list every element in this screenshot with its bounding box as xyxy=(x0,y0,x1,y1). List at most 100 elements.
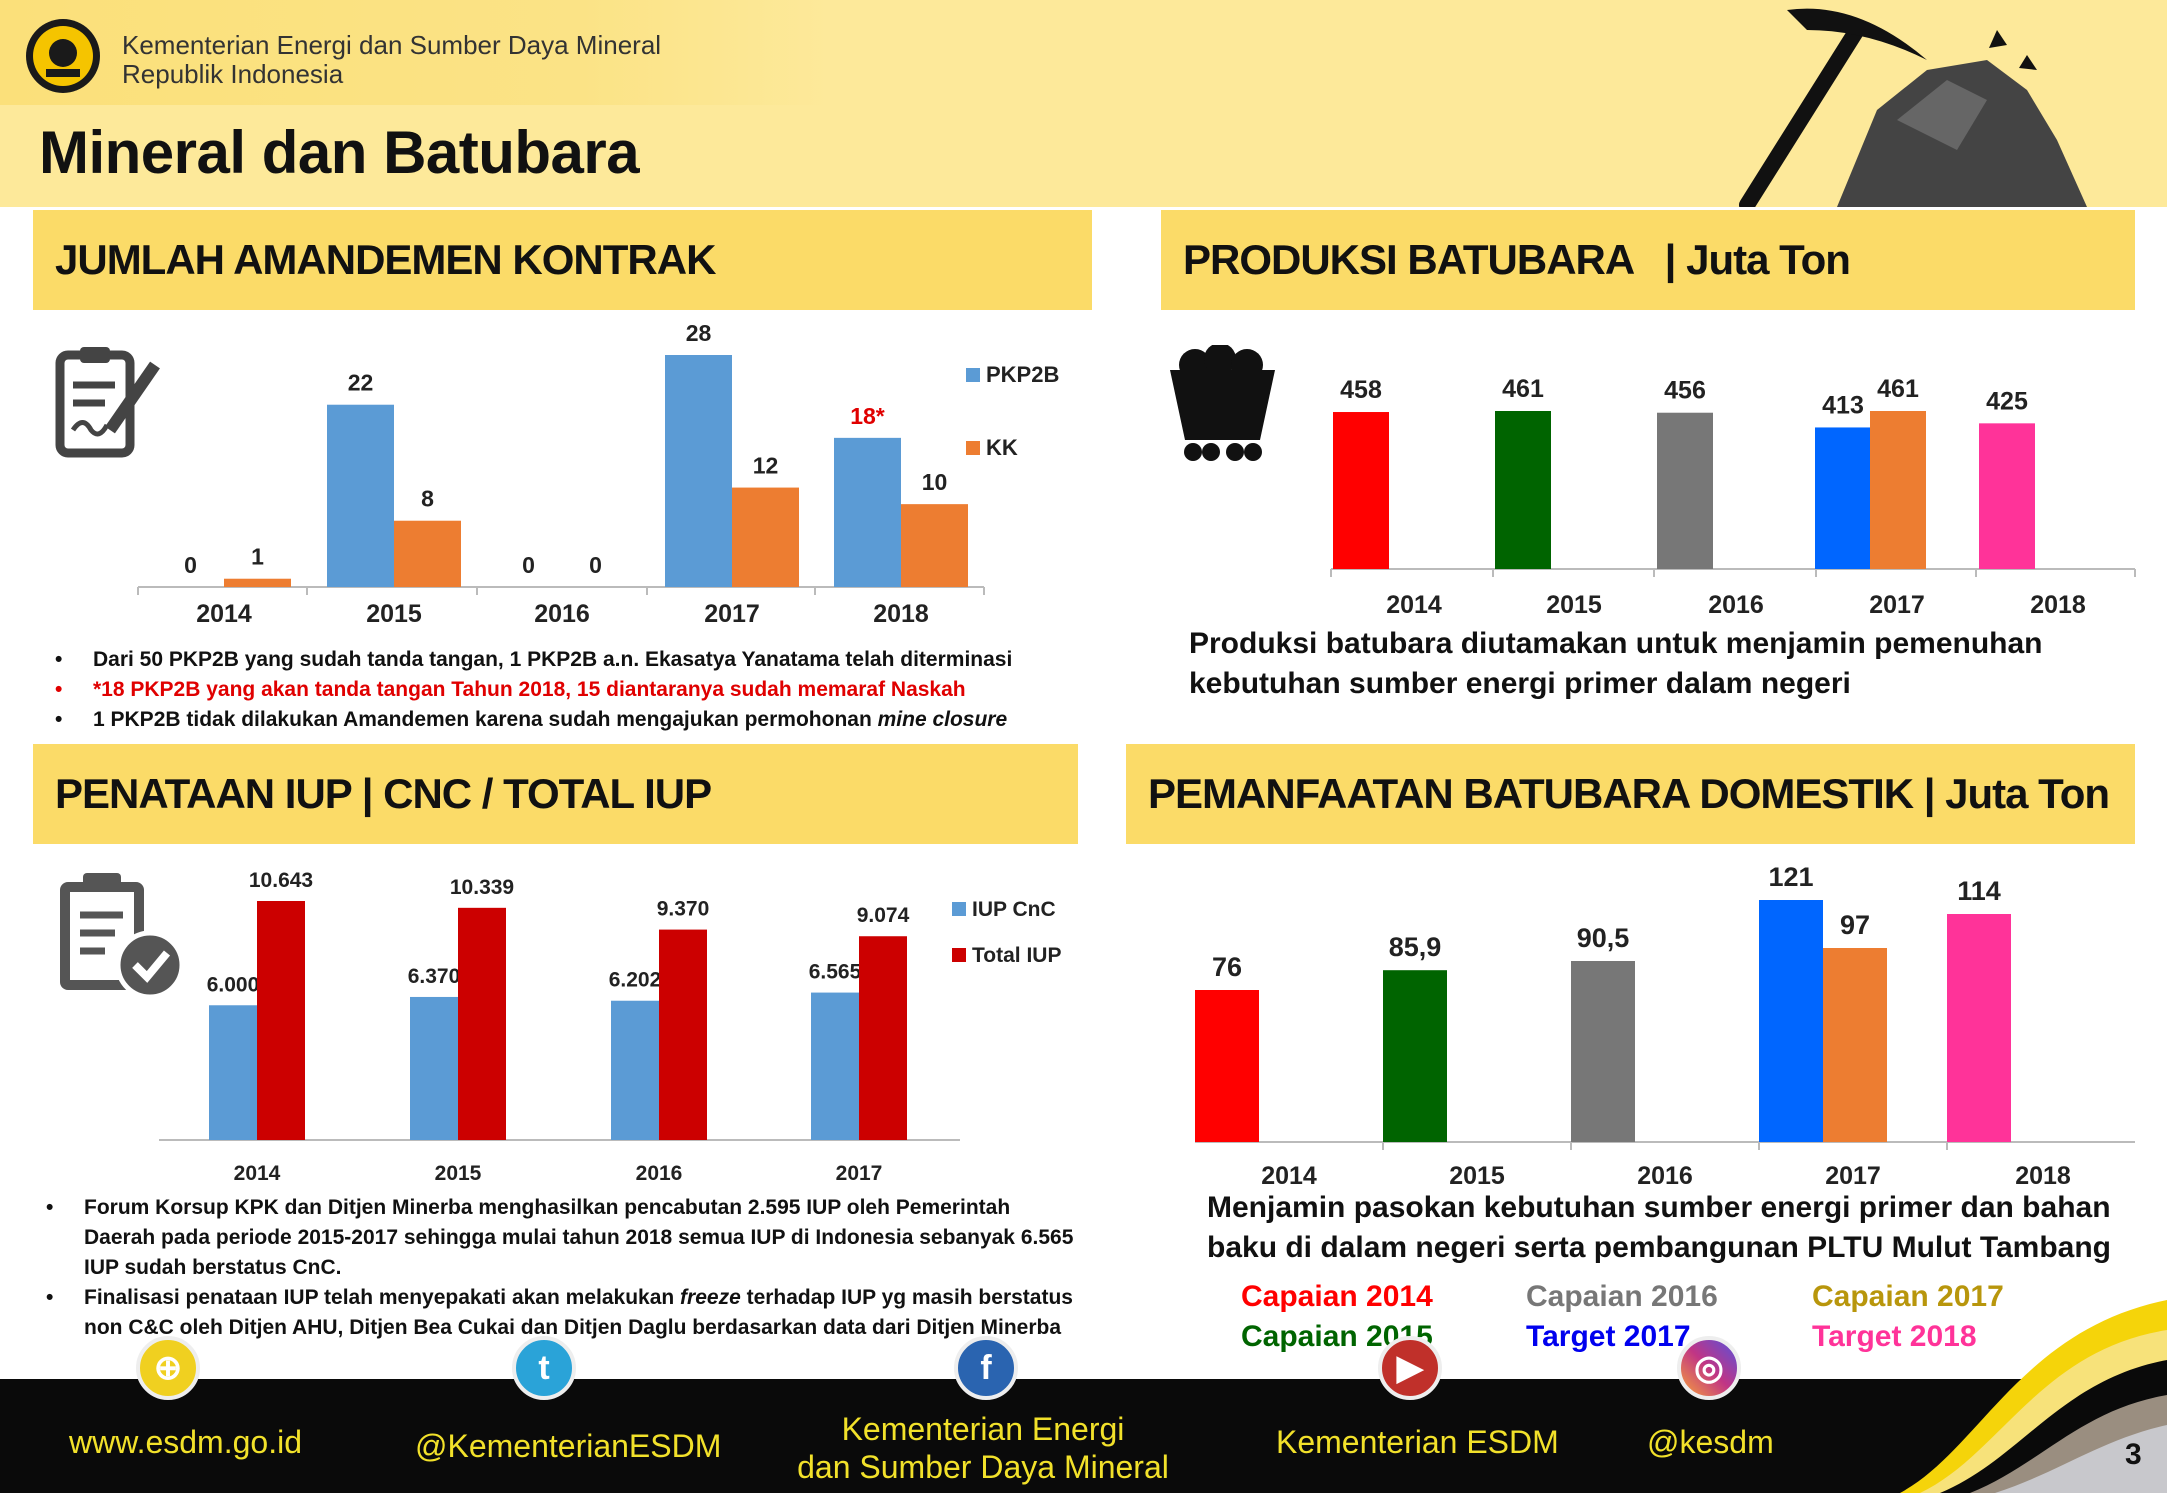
amandemen-notes: Dari 50 PKP2B yang sudah tanda tangan, 1… xyxy=(55,645,1093,735)
youtube-link[interactable]: Kementerian ESDM xyxy=(1276,1424,1559,1460)
youtube-icon[interactable]: ▶ xyxy=(1378,1336,1442,1400)
legend-label: Total IUP xyxy=(972,944,1062,967)
data-label: 10.643 xyxy=(249,869,313,892)
bar xyxy=(1383,970,1447,1142)
data-label: 0 xyxy=(589,552,602,578)
bar xyxy=(209,1005,257,1140)
note-item: Dari 50 PKP2B yang sudah tanda tangan, 1… xyxy=(55,645,1093,675)
x-tick-label: 2014 xyxy=(196,600,252,628)
note-text: *18 PKP2B yang akan tanda tangan Tahun 2… xyxy=(93,678,966,701)
note-italic: freeze xyxy=(680,1286,741,1309)
bar xyxy=(1823,948,1887,1142)
instagram-link[interactable]: @kesdm xyxy=(1647,1424,1774,1460)
clipboard-check-icon xyxy=(60,873,185,1000)
bar xyxy=(1495,411,1551,569)
bar xyxy=(1333,412,1389,569)
x-tick-label: 2015 xyxy=(1546,591,1602,619)
bar xyxy=(1759,900,1823,1142)
iup-notes: Forum Korsup KPK dan Ditjen Minerba meng… xyxy=(46,1193,1074,1343)
bar xyxy=(1195,990,1259,1142)
note-italic: mine closure xyxy=(877,708,1008,731)
x-tick-label: 2015 xyxy=(366,600,422,628)
legend-swatch xyxy=(952,902,966,916)
ministry-name: Kementerian Energi dan Sumber Daya Miner… xyxy=(122,30,662,60)
ministry-strip xyxy=(0,0,830,105)
bar xyxy=(1947,914,2011,1142)
bar xyxy=(458,907,506,1140)
bar xyxy=(327,404,394,587)
note-item: Forum Korsup KPK dan Ditjen Minerba meng… xyxy=(46,1193,1074,1283)
produksi-caption: Produksi batubara diutamakan untuk menja… xyxy=(1189,624,2043,704)
data-label: 8 xyxy=(421,486,434,512)
data-label: 10 xyxy=(922,469,948,495)
data-label: 0 xyxy=(184,552,197,578)
bar xyxy=(901,504,968,587)
facebook-icon[interactable]: f xyxy=(954,1336,1018,1400)
bar xyxy=(665,355,732,587)
data-label: 10.339 xyxy=(450,876,514,899)
x-tick-label: 2018 xyxy=(2015,1162,2071,1190)
bar xyxy=(410,996,458,1140)
legend-capaian-2017: Capaian 2017 xyxy=(1812,1280,2004,1313)
data-label: 413 xyxy=(1822,391,1864,419)
bar xyxy=(859,936,907,1140)
data-label: 22 xyxy=(348,370,374,396)
data-label: 114 xyxy=(1957,876,2001,906)
instagram-icon[interactable]: ◎ xyxy=(1677,1336,1741,1400)
x-tick-label: 2016 xyxy=(534,600,590,628)
bar xyxy=(224,578,291,587)
bar xyxy=(1571,961,1635,1142)
caption-line: baku di dalam negeri serta pembangunan P… xyxy=(1207,1231,2111,1264)
bar xyxy=(1657,412,1713,569)
data-label: 6.000 xyxy=(207,973,260,996)
website-link[interactable]: www.esdm.go.id xyxy=(69,1424,302,1460)
coal-cart-icon xyxy=(1170,345,1275,461)
caption-line: Menjamin pasokan kebutuhan sumber energi… xyxy=(1207,1191,2111,1224)
note-text: Finalisasi penataan IUP telah menyepakat… xyxy=(84,1286,681,1309)
website-icon[interactable]: ⊕ xyxy=(136,1336,200,1400)
data-label: 28 xyxy=(686,320,712,346)
section-title-produksi: PRODUKSI BATUBARA | Juta Ton xyxy=(1161,210,2135,310)
data-label: 76 xyxy=(1212,952,1242,982)
x-tick-label: 2014 xyxy=(234,1162,281,1185)
legend-target-2017: Target 2017 xyxy=(1526,1320,1691,1353)
page-number: 3 xyxy=(2125,1438,2142,1471)
facebook-line: dan Sumber Daya Mineral xyxy=(797,1449,1169,1485)
section-title-amandemen: JUMLAH AMANDEMEN KONTRAK xyxy=(33,210,1092,310)
legend-swatch xyxy=(966,368,980,382)
data-label: 461 xyxy=(1877,375,1919,403)
data-label: 6.370 xyxy=(408,965,461,988)
bar xyxy=(1979,423,2035,569)
bar xyxy=(611,1000,659,1140)
data-label: 456 xyxy=(1664,377,1706,405)
note-item: Finalisasi penataan IUP telah menyepakat… xyxy=(46,1283,1074,1343)
data-label: 0 xyxy=(522,552,535,578)
facebook-line: Kementerian Energi xyxy=(841,1411,1125,1447)
data-label: 6.202 xyxy=(609,969,662,992)
twitter-icon[interactable]: t xyxy=(512,1336,576,1400)
bar xyxy=(811,992,859,1140)
footer-swoosh xyxy=(1900,1300,2167,1493)
section-title-iup: PENATAAN IUP | CNC / TOTAL IUP xyxy=(33,744,1078,844)
data-label: 458 xyxy=(1340,376,1382,404)
contract-document-icon xyxy=(55,347,160,458)
data-label: 461 xyxy=(1502,375,1544,403)
facebook-link[interactable]: Kementerian Energi dan Sumber Daya Miner… xyxy=(783,1410,1183,1486)
bar xyxy=(1815,427,1871,569)
bar xyxy=(834,437,901,587)
twitter-link[interactable]: @KementerianESDM xyxy=(415,1428,722,1464)
legend-swatch xyxy=(966,441,980,455)
note-text: Forum Korsup KPK dan Ditjen Minerba meng… xyxy=(84,1196,1074,1279)
legend-target-2018: Target 2018 xyxy=(1812,1320,1977,1353)
x-tick-label: 2018 xyxy=(2030,591,2086,619)
data-label: 90,5 xyxy=(1577,923,1630,953)
data-label: 9.074 xyxy=(857,904,910,927)
x-tick-label: 2016 xyxy=(1708,591,1764,619)
bar xyxy=(1870,411,1926,569)
note-item: *18 PKP2B yang akan tanda tangan Tahun 2… xyxy=(55,675,1093,705)
data-label: 425 xyxy=(1986,387,2028,415)
x-tick-label: 2014 xyxy=(1261,1162,1317,1190)
data-label: 85,9 xyxy=(1389,932,1442,962)
x-tick-label: 2015 xyxy=(435,1162,482,1185)
data-label: 121 xyxy=(1768,862,1813,892)
